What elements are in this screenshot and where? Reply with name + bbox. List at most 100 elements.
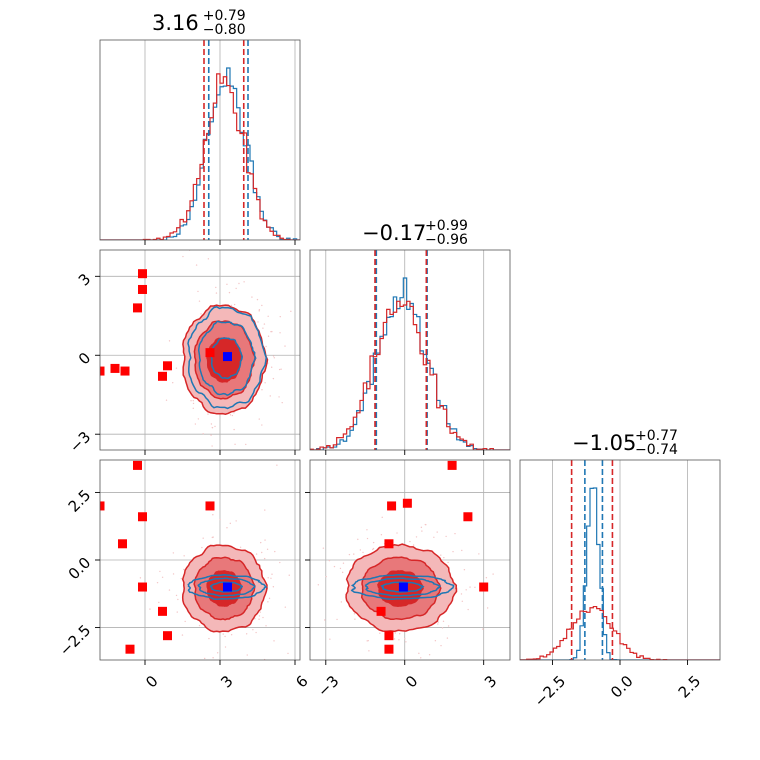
sample-point xyxy=(366,640,368,642)
sample-point xyxy=(405,641,407,643)
marker-red xyxy=(120,366,130,376)
sample-point xyxy=(259,611,261,613)
sample-point xyxy=(246,654,248,656)
marker-blue xyxy=(223,352,232,362)
sample-point xyxy=(215,292,218,294)
sample-point xyxy=(211,445,213,447)
sample-point xyxy=(216,652,219,654)
sample-point xyxy=(486,607,489,609)
sample-point xyxy=(202,432,204,435)
sample-point xyxy=(366,537,369,540)
sample-point xyxy=(273,640,275,642)
sample-point xyxy=(219,518,221,521)
sample-point xyxy=(274,550,276,553)
sample-point xyxy=(261,389,263,391)
sample-point xyxy=(396,532,398,534)
sample-point xyxy=(230,633,233,636)
sample-point xyxy=(235,287,237,290)
sample-point xyxy=(424,523,426,526)
sample-point xyxy=(190,399,192,402)
sample-point xyxy=(440,554,442,556)
sample-point xyxy=(372,548,374,551)
sample-point xyxy=(329,638,331,640)
x-tick-label: −2.5 xyxy=(531,672,569,710)
sample-point xyxy=(404,638,406,640)
sample-point xyxy=(420,526,423,529)
sample-point xyxy=(202,537,204,539)
sample-point xyxy=(224,635,226,638)
sample-point xyxy=(485,577,488,579)
panel-content xyxy=(310,460,510,660)
marker-red xyxy=(138,512,147,522)
sample-point xyxy=(278,396,280,398)
marker-red xyxy=(376,606,386,616)
sample-point xyxy=(447,561,449,564)
sample-point xyxy=(233,412,235,414)
sample-point xyxy=(333,565,336,568)
sample-point xyxy=(258,418,260,420)
sample-point xyxy=(336,618,338,621)
marker-blue xyxy=(398,582,408,592)
title-minus: −0.80 xyxy=(203,22,246,38)
sample-point xyxy=(182,255,184,258)
sample-point xyxy=(328,559,331,562)
sample-point xyxy=(208,637,210,640)
sample-point xyxy=(278,368,281,371)
sample-point xyxy=(264,539,266,541)
sample-point xyxy=(441,627,444,629)
contour-blue-0 xyxy=(350,574,455,600)
sample-point xyxy=(192,402,195,405)
sample-point xyxy=(201,546,203,549)
sample-point xyxy=(222,633,224,635)
sample-point xyxy=(443,556,445,559)
sample-point xyxy=(368,650,370,652)
sample-point xyxy=(412,544,415,546)
panel-border xyxy=(99,39,301,241)
sample-point xyxy=(269,395,271,397)
ticks-0-0 xyxy=(144,240,296,245)
sample-point xyxy=(258,309,261,311)
marker-red xyxy=(100,501,105,511)
sample-point xyxy=(447,625,450,627)
sample-point xyxy=(200,313,202,315)
sample-point xyxy=(158,601,160,604)
marker-red xyxy=(447,460,457,470)
sample-point xyxy=(233,428,235,431)
sample-point xyxy=(445,535,447,538)
sample-point xyxy=(482,628,484,630)
sample-point xyxy=(255,553,258,555)
panel-content xyxy=(520,460,720,660)
marker-red xyxy=(384,631,394,641)
sample-point xyxy=(279,332,281,334)
sample-point xyxy=(263,323,266,325)
sample-point xyxy=(322,547,325,549)
sample-point xyxy=(271,573,273,575)
sample-point xyxy=(262,327,264,329)
sample-point xyxy=(270,577,272,579)
sample-point xyxy=(139,577,142,579)
sample-point xyxy=(207,258,210,260)
sample-point xyxy=(224,646,227,648)
panel-border xyxy=(309,249,511,451)
sample-point xyxy=(341,571,344,574)
sample-point xyxy=(415,536,418,538)
sample-point xyxy=(192,407,194,410)
panel-title: 3.16 +0.79−0.80 xyxy=(152,8,246,38)
sample-point xyxy=(434,639,437,642)
sample-point xyxy=(440,644,442,647)
sample-point xyxy=(168,340,171,342)
sample-point xyxy=(284,606,287,608)
ticks-2-2 xyxy=(551,660,689,665)
sample-point xyxy=(197,418,200,420)
sample-point xyxy=(398,639,400,641)
sample-point xyxy=(226,283,228,286)
sample-point xyxy=(183,555,185,557)
title-plus: +0.77 xyxy=(635,428,678,444)
title-value: −1.05 xyxy=(572,431,636,455)
marker-red xyxy=(100,366,105,376)
sample-point xyxy=(263,557,266,560)
sample-point xyxy=(255,631,257,634)
sample-point xyxy=(183,568,185,571)
ticks-2-0 xyxy=(95,491,296,665)
